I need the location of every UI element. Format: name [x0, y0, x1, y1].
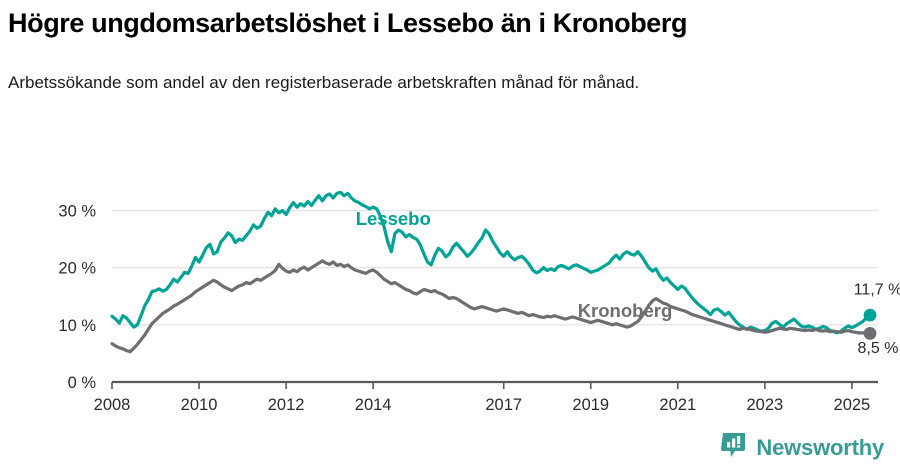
x-tick-label: 2010 [181, 396, 218, 414]
y-tick-label: 30 % [58, 203, 96, 221]
x-tick-label: 2008 [94, 396, 131, 414]
series-line-kronoberg [110, 259, 872, 354]
line-chart: 0 % 10 % 20 % 30 % 2008 2010 2012 2014 2017 2019 2… [58, 190, 900, 414]
x-tick-label: 2014 [355, 396, 392, 414]
x-tick-label: 2025 [834, 396, 871, 414]
bar-chart-bubble-icon [721, 431, 747, 464]
series-line-lessebo [110, 190, 872, 335]
logo-text: Newsworthy [756, 434, 884, 460]
page-subtitle: Arbetssökande som andel av den registerb… [8, 73, 640, 92]
end-value-label-lessebo: 11,7 % [854, 282, 900, 299]
x-tick-label: 2023 [746, 396, 783, 414]
series-label-kronoberg: Kronoberg [578, 300, 673, 321]
end-value-label-kronoberg: 8,5 % [858, 340, 899, 357]
series-label-lessebo: Lessebo [356, 208, 431, 229]
y-tick-label: 20 % [58, 260, 96, 278]
x-tick-label: 2017 [485, 396, 522, 414]
x-tick-label: 2019 [572, 396, 609, 414]
end-dot-lessebo [863, 308, 877, 322]
newsworthy-logo[interactable]: Newsworthy [721, 431, 884, 464]
x-tick-label: 2012 [268, 396, 305, 414]
end-dot-kronoberg [863, 327, 877, 340]
y-tick-label: 10 % [58, 317, 96, 335]
page-title: Högre ungdomsarbetslöshet i Lessebo än i… [8, 8, 688, 38]
y-tick-label: 0 % [68, 374, 97, 392]
chart-container: 0 % 10 % 20 % 30 % 2008 2010 2012 2014 2017 2019 2… [0, 160, 900, 415]
x-tick-label: 2021 [659, 396, 696, 414]
